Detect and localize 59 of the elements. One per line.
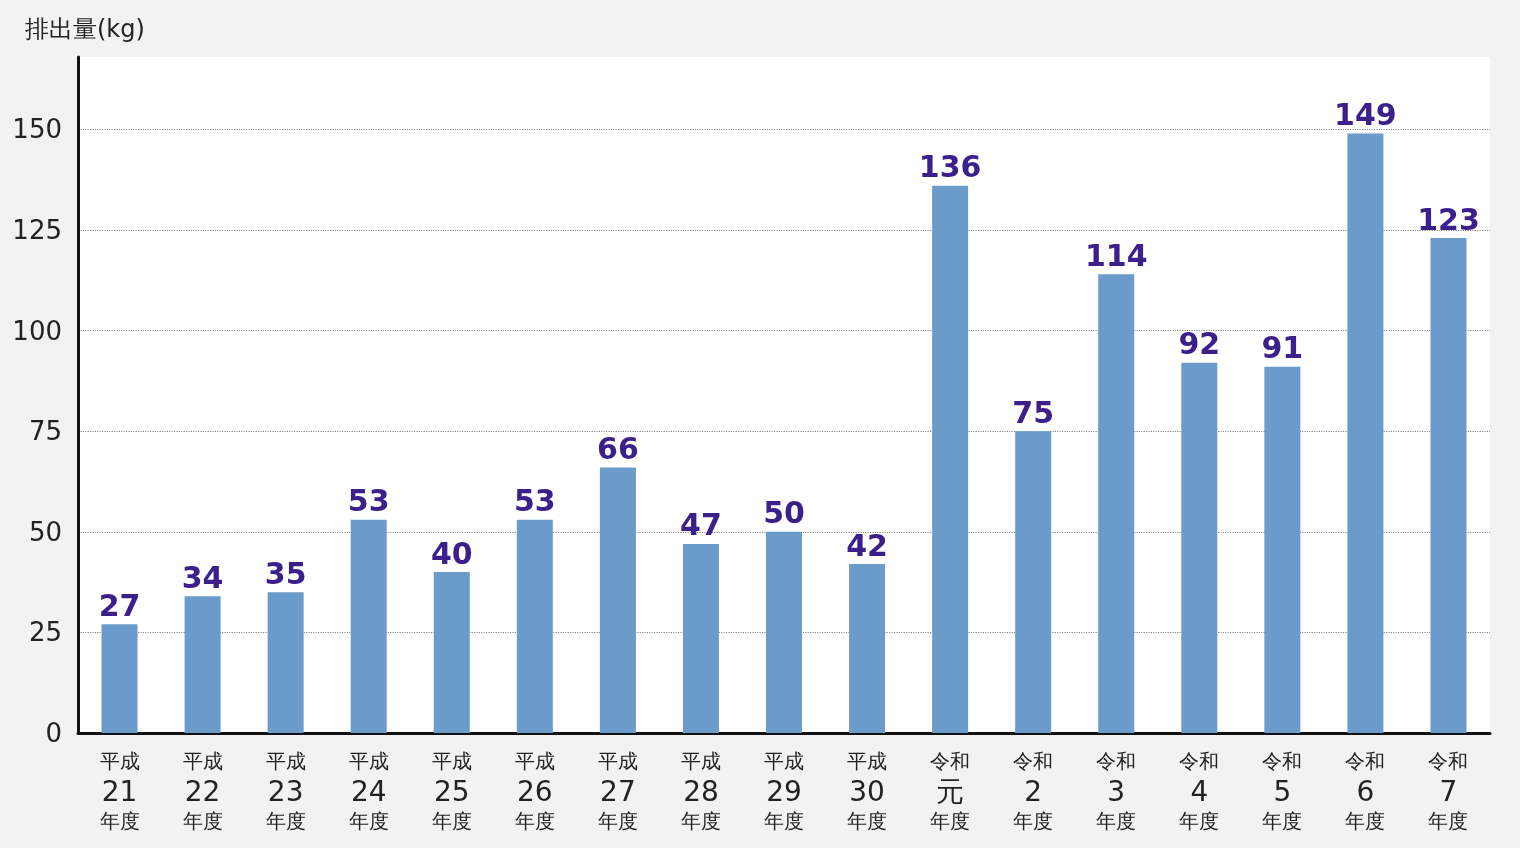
- data-label: 75: [1012, 394, 1055, 430]
- data-label: 66: [597, 430, 639, 466]
- bar: [433, 572, 470, 733]
- y-tick-label: 50: [28, 516, 62, 547]
- data-label: 53: [347, 483, 390, 519]
- y-tick-label: 0: [45, 718, 62, 748]
- x-tick-label: 平成29年度: [764, 749, 804, 833]
- data-label: 114: [1084, 237, 1148, 273]
- x-tick-label: 令和5年度: [1262, 749, 1303, 833]
- bar: [682, 543, 719, 733]
- bar: [267, 592, 304, 733]
- x-tick-label: 平成28年度: [680, 749, 721, 833]
- bar: [101, 624, 138, 733]
- bar: [1430, 238, 1467, 733]
- y-tick-label: 25: [28, 617, 62, 648]
- data-label: 34: [181, 559, 224, 595]
- data-label: 27: [98, 587, 141, 623]
- x-tick-label: 平成26年度: [514, 749, 555, 833]
- x-tick-label: 平成23年度: [265, 749, 306, 833]
- data-label: 40: [430, 535, 473, 571]
- x-tick-label: 平成21年度: [99, 749, 140, 833]
- bar: [849, 564, 886, 733]
- y-axis-title: 排出量(kg): [25, 15, 145, 43]
- bar: [932, 185, 969, 733]
- data-label: 47: [680, 507, 722, 543]
- x-tick-label: 令和3年度: [1096, 749, 1137, 833]
- data-label: 136: [918, 149, 982, 185]
- data-label: 50: [763, 495, 805, 531]
- bar: [1015, 431, 1052, 733]
- x-tick-label: 平成25年度: [431, 749, 472, 833]
- data-label: 91: [1261, 330, 1304, 366]
- x-tick-label: 平成30年度: [847, 749, 888, 833]
- bar: [184, 596, 221, 733]
- data-label: 123: [1417, 201, 1480, 237]
- x-tick-label: 令和2年度: [1013, 749, 1054, 833]
- y-tick-label: 125: [12, 215, 62, 246]
- x-tick-label: 平成27年度: [597, 749, 638, 833]
- data-label: 35: [264, 555, 307, 591]
- y-tick-label: 150: [12, 114, 62, 145]
- bar: [1347, 133, 1384, 733]
- bar: [1264, 366, 1301, 733]
- x-tick-label: 令和7年度: [1428, 749, 1469, 833]
- data-label: 42: [846, 527, 888, 563]
- x-tick-label: 平成22年度: [182, 749, 223, 833]
- bar: [599, 467, 636, 733]
- bar: [1181, 362, 1218, 733]
- x-tick-label: 令和6年度: [1345, 749, 1386, 833]
- x-tick-label: 令和元年度: [930, 749, 971, 833]
- y-tick-label: 75: [28, 416, 62, 447]
- y-tick-label: 100: [12, 315, 62, 346]
- bar: [766, 531, 802, 733]
- x-tick-label: 平成24年度: [348, 749, 389, 833]
- bar: [350, 519, 387, 733]
- x-tick-label: 令和4年度: [1179, 749, 1220, 833]
- data-label: 53: [513, 483, 556, 519]
- bar: [1098, 274, 1135, 733]
- data-label: 92: [1178, 326, 1221, 362]
- bar: [516, 519, 553, 733]
- data-label: 149: [1334, 96, 1397, 132]
